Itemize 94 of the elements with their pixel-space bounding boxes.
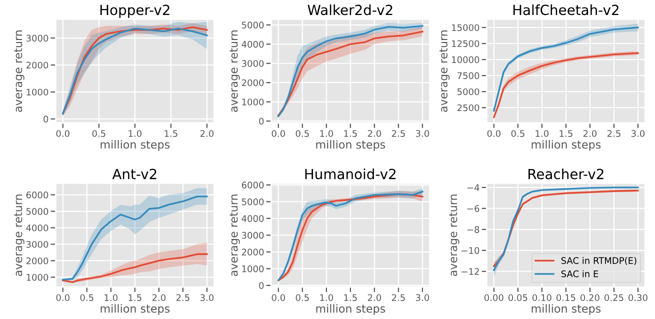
y-tick-label: 6000 — [242, 182, 264, 188]
y-tick-label: 2000 — [26, 257, 48, 264]
y-tick-label: 3000 — [242, 60, 264, 67]
x-axis-title: million steps — [532, 304, 601, 315]
y-tick-label: 7500 — [458, 72, 480, 80]
x-tick-label: 1.0 — [320, 294, 333, 302]
x-tick-label: 3.0 — [631, 130, 645, 137]
y-tick-label: 3000 — [26, 34, 48, 42]
x-tick-label: 1.0 — [536, 130, 549, 137]
x-tick-label: 3.0 — [200, 294, 214, 302]
x-tick-label: 2.5 — [392, 130, 405, 137]
y-tick-label: 12500 — [452, 40, 480, 48]
x-tick-label: 2.0 — [368, 130, 382, 137]
x-axis-title: million steps — [316, 140, 386, 151]
y-tick-label: 5000 — [26, 208, 48, 215]
y-tick-label: 0 — [44, 116, 48, 123]
x-tick-label: 0.0 — [56, 130, 70, 137]
y-tick-label: −4 — [467, 184, 480, 191]
y-tick-label: 3000 — [242, 232, 264, 239]
x-tick-label: 0.00 — [484, 294, 504, 302]
x-tick-label: 0.10 — [532, 294, 552, 302]
x-tick-label: 0.30 — [628, 294, 648, 302]
x-tick-label: 0.0 — [487, 130, 500, 137]
chart-title: Walker2d-v2 — [308, 4, 392, 16]
legend-label: SAC in RTMDP(E) — [561, 256, 636, 266]
x-tick-label: 2.0 — [152, 294, 166, 302]
y-axis-title: average return — [14, 194, 24, 276]
x-tick-label: 2.5 — [392, 294, 405, 302]
x-tick-label: 2.0 — [368, 294, 382, 302]
x-tick-label: 2.0 — [583, 130, 597, 137]
y-axis-title: average return — [440, 30, 450, 112]
x-tick-label: 1.0 — [128, 130, 142, 137]
x-tick-label: 1.5 — [344, 130, 357, 137]
y-tick-label: 4000 — [26, 224, 48, 232]
y-tick-label: 1000 — [26, 274, 48, 281]
x-axis-title: million steps — [532, 140, 601, 151]
legend-label: SAC in E — [561, 270, 598, 278]
chart-title: HalfCheetah-v2 — [513, 4, 618, 16]
x-tick-label: 1.5 — [164, 130, 178, 137]
y-tick-label: 2000 — [242, 79, 264, 86]
x-tick-label: 3.0 — [416, 294, 430, 302]
chart-title: Hopper-v2 — [100, 4, 170, 18]
x-tick-label: 0.5 — [92, 130, 106, 137]
y-tick-label: 10000 — [452, 56, 480, 64]
y-tick-label: 4000 — [242, 40, 264, 48]
y-tick-label: 0 — [259, 118, 264, 125]
y-tick-label: 1000 — [242, 265, 264, 272]
x-tick-label: 0.5 — [296, 130, 309, 137]
y-tick-label: 5000 — [457, 88, 480, 96]
chart-title: Reacher-v2 — [528, 168, 604, 180]
x-tick-label: 0.0 — [272, 130, 285, 137]
x-tick-label: 0.20 — [580, 294, 600, 302]
x-tick-label: 2.0 — [200, 130, 214, 137]
x-axis-title: million steps — [100, 304, 170, 315]
x-axis-title: million steps — [316, 304, 386, 315]
y-tick-label: 1000 — [26, 88, 48, 96]
y-tick-label: 2000 — [26, 62, 48, 69]
y-tick-label: 2500 — [457, 104, 480, 112]
y-tick-label: 3000 — [26, 240, 48, 248]
y-tick-label: 6000 — [26, 192, 48, 198]
y-tick-label: 5000 — [242, 198, 264, 206]
x-tick-label: 2.5 — [176, 294, 190, 302]
x-axis-title: million steps — [100, 140, 170, 151]
x-tick-label: 0.05 — [508, 294, 528, 302]
y-tick-label: 5000 — [242, 22, 264, 28]
x-tick-label: 3.0 — [416, 130, 430, 137]
x-tick-label: 2.5 — [607, 130, 620, 137]
y-tick-label: 0 — [259, 282, 264, 289]
x-tick-label: 1.5 — [560, 130, 572, 137]
y-tick-label: −6 — [467, 205, 480, 212]
x-tick-label: 0.25 — [604, 294, 624, 302]
y-axis-title: average return — [449, 194, 460, 276]
y-axis-title: average return — [230, 30, 240, 112]
x-tick-label: 0.5 — [511, 130, 524, 137]
x-tick-label: 0.5 — [296, 294, 309, 302]
y-axis-title: average return — [14, 30, 24, 112]
y-tick-label: 1000 — [242, 98, 264, 106]
y-tick-label: 4000 — [242, 215, 264, 222]
y-tick-label: 15000 — [452, 24, 480, 32]
chart-title: Humanoid-v2 — [305, 168, 396, 180]
y-tick-label: −10 — [462, 247, 480, 254]
y-tick-label: −8 — [467, 226, 480, 233]
x-tick-label: 1.0 — [320, 130, 333, 137]
x-tick-label: 1.5 — [344, 294, 357, 302]
x-tick-label: 0.0 — [56, 294, 70, 302]
y-tick-label: −12 — [462, 268, 479, 275]
x-tick-label: 1.0 — [104, 294, 118, 302]
chart-title: Ant-v2 — [112, 168, 156, 180]
y-tick-label: 2000 — [242, 248, 264, 256]
x-tick-label: 0.0 — [272, 294, 285, 302]
x-tick-label: 1.5 — [128, 294, 142, 302]
x-tick-label: 0.15 — [556, 294, 576, 302]
x-tick-label: 0.5 — [80, 294, 94, 302]
y-axis-title: average return — [230, 194, 240, 276]
